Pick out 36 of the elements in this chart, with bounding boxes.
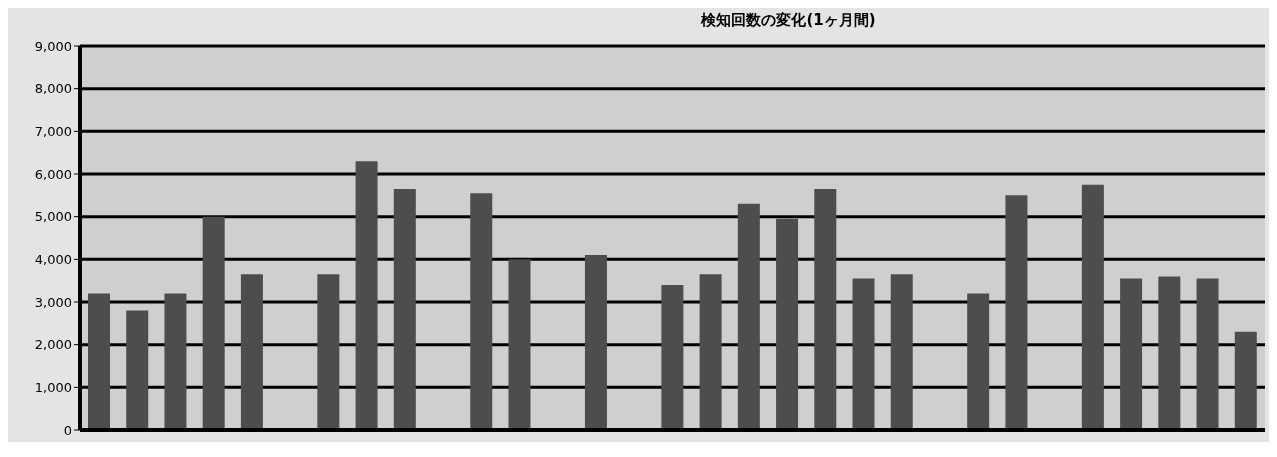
y-tick-label: 0 — [63, 422, 72, 438]
bar — [584, 255, 607, 430]
bar — [355, 161, 378, 430]
y-tick-label: 8,000 — [34, 81, 72, 97]
bar — [814, 188, 837, 430]
bar — [317, 274, 340, 430]
chart-title: 検知回数の変化(1ヶ月間) — [700, 10, 877, 31]
bar — [1120, 278, 1143, 430]
y-tick-label: 3,000 — [34, 294, 72, 310]
bar — [1081, 184, 1104, 430]
bar — [393, 188, 416, 430]
bar — [1234, 331, 1257, 430]
bar — [202, 216, 225, 430]
bar — [240, 274, 263, 430]
y-tick-label: 2,000 — [34, 337, 72, 353]
bar — [661, 284, 684, 430]
bar — [737, 203, 760, 430]
bar — [88, 293, 110, 430]
bar — [967, 293, 990, 430]
bar — [890, 274, 913, 430]
y-tick-label: 9,000 — [34, 38, 72, 54]
y-tick-label: 6,000 — [34, 166, 72, 182]
bar — [699, 274, 722, 430]
bar — [508, 259, 531, 430]
bar — [164, 293, 187, 430]
bar — [852, 278, 875, 430]
bar — [126, 310, 149, 430]
y-tick-label: 7,000 — [34, 123, 72, 139]
bar — [776, 218, 799, 430]
y-tick-label: 1,000 — [34, 379, 72, 395]
bar — [1005, 195, 1028, 430]
y-tick-label: 4,000 — [34, 251, 72, 267]
bar — [470, 193, 493, 430]
bar — [1158, 276, 1181, 430]
bar — [1196, 278, 1219, 430]
y-tick-label: 5,000 — [34, 209, 72, 225]
